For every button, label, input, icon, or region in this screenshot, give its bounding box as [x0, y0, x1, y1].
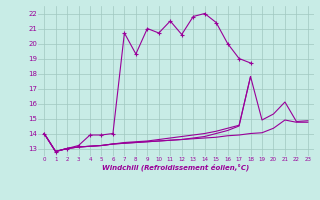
X-axis label: Windchill (Refroidissement éolien,°C): Windchill (Refroidissement éolien,°C): [102, 164, 250, 171]
